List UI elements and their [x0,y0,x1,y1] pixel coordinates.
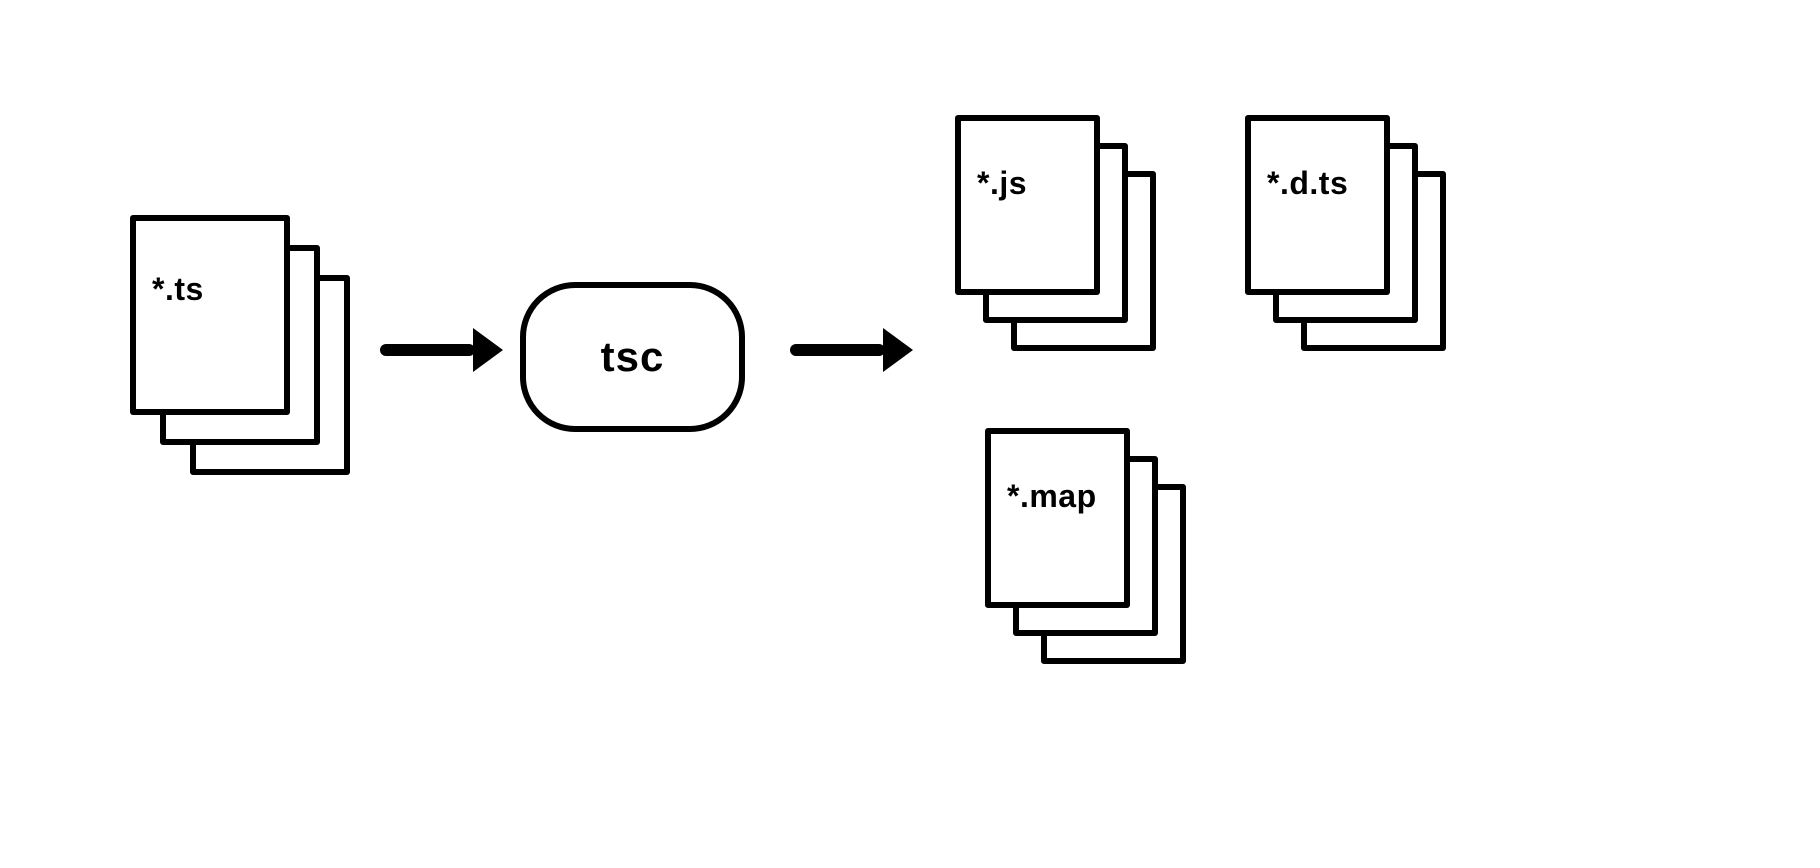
file-stack-label: *.ts [152,271,204,308]
arrow-shaft [380,344,475,356]
output-file-stack-map: *.map [985,428,1186,664]
output-file-stack-dts: *.d.ts [1245,115,1446,351]
file-stack-label: *.js [977,165,1027,202]
arrow-head-icon [883,328,913,372]
arrow-shaft [790,344,885,356]
file-page [1245,115,1390,295]
file-page [955,115,1100,295]
file-page [130,215,290,415]
compiler-node: tsc [520,282,745,432]
file-stack-label: *.d.ts [1267,165,1348,202]
input-file-stack: *.ts [130,215,350,475]
arrow-compiler-to-output [790,328,916,372]
file-stack-label: *.map [1007,478,1097,515]
file-page [985,428,1130,608]
output-file-stack-js: *.js [955,115,1156,351]
tsc-compiler-flowchart: *.ts tsc *.js *.d.ts *.map [0,0,1820,868]
arrow-head-icon [473,328,503,372]
compiler-label: tsc [601,333,665,381]
arrow-input-to-compiler [380,328,506,372]
